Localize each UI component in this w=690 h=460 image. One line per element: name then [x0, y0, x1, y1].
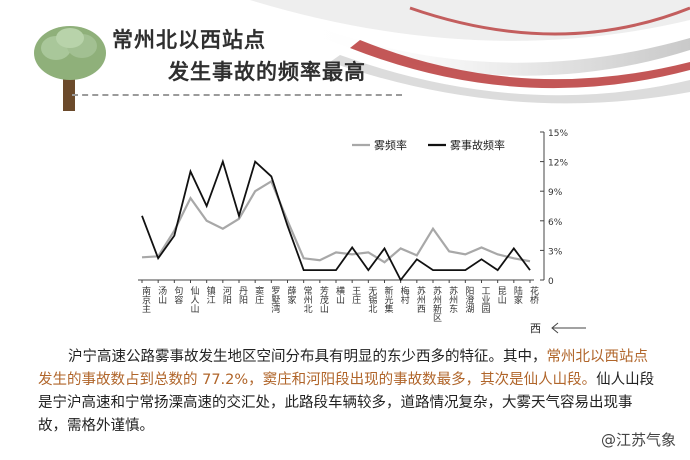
y-tick-label: 12% — [548, 159, 568, 169]
paragraph-part-1: 沪宁高速公路雾事故发生地区空间分布具有明显的东少西多的特征。其中， — [68, 349, 547, 365]
x-tick-label: 罗墅湾 — [269, 286, 280, 314]
x-tick-label: 陆家 — [512, 285, 523, 304]
header-swoosh-graphic — [250, 0, 690, 104]
tree-icon — [34, 26, 106, 111]
title-line-1: 常州北以西站点 — [112, 28, 266, 52]
x-tick-label: 芳茂山 — [318, 285, 329, 313]
y-tick-label: 15% — [548, 129, 568, 139]
series-line-1 — [141, 179, 531, 264]
series-line-2 — [141, 158, 531, 282]
y-tick-label: 6% — [548, 218, 563, 228]
legend-label-1: 雾频率 — [374, 138, 407, 152]
x-tick-label: 常州北 — [302, 285, 313, 314]
header: 常州北以西站点 发生事故的频率最高 — [0, 0, 690, 120]
y-tick-label: 3% — [548, 247, 563, 257]
x-tick-label: 苏州新区 — [431, 285, 442, 322]
x-tick-label: 仙人山 — [189, 285, 200, 313]
x-tick-label: 丹阳 — [237, 286, 248, 304]
title-line-2: 发生事故的频率最高 — [168, 60, 366, 84]
x-tick-label: 梅村 — [399, 285, 410, 304]
direction-arrow-head — [551, 322, 559, 334]
x-tick-label: 苏州西 — [415, 285, 426, 314]
x-tick-label: 句容 — [172, 285, 183, 305]
x-tick-label: 阳澄湖 — [463, 286, 474, 314]
y-tick-label: 9% — [548, 188, 563, 198]
x-tick-label: 南京主 — [140, 285, 151, 313]
paragraph-part-2: 仙人山段是宁沪高速和宁常扬溧高速的交汇处，此路段车辆较多，道路情况复杂，大雾天气… — [38, 372, 655, 434]
x-tick-label: 镇江 — [205, 285, 216, 305]
x-tick-label: 苏州东 — [447, 285, 458, 313]
x-tick-label: 河阳 — [221, 285, 232, 304]
paragraph-highlight: 常州北以西站点发生的事故数占到总数的 77.2%，窦庄和河阳段出现的事故数最多，… — [38, 349, 648, 388]
x-tick-label: 工业园 — [480, 286, 491, 314]
legend-label-2: 雾事故频率 — [450, 138, 505, 152]
fog-accident-line-chart: 0 3% 6% 9% 12% 15% 南京主 汤山 句容 仙人山 镇江 河阳 丹阳 窦庄 罗墅湾 薛家 常州北芳… — [138, 129, 586, 335]
description-paragraph: 沪宁高速公路雾事故发生地区空间分布具有明显的东少西多的特征。其中，常州北以西站点… — [38, 346, 658, 438]
x-tick-label: 薛家 — [286, 285, 297, 304]
watermark: @江苏气象 — [600, 431, 676, 449]
x-tick-label: 昆山 — [496, 286, 507, 304]
x-tick-label: 王庄 — [350, 286, 361, 305]
x-tick-label: 横山 — [334, 285, 345, 304]
x-tick-label: 窦庄 — [253, 285, 264, 305]
x-tick-label: 无锡北 — [366, 286, 377, 314]
direction-label: 西 — [530, 322, 541, 335]
title-underline — [72, 94, 402, 96]
x-tick-label: 花桥 — [528, 285, 539, 305]
y-tick-label: 0 — [548, 277, 554, 287]
x-tick-label: 汤山 — [156, 286, 167, 304]
x-tick-label: 新光集 — [383, 285, 394, 314]
